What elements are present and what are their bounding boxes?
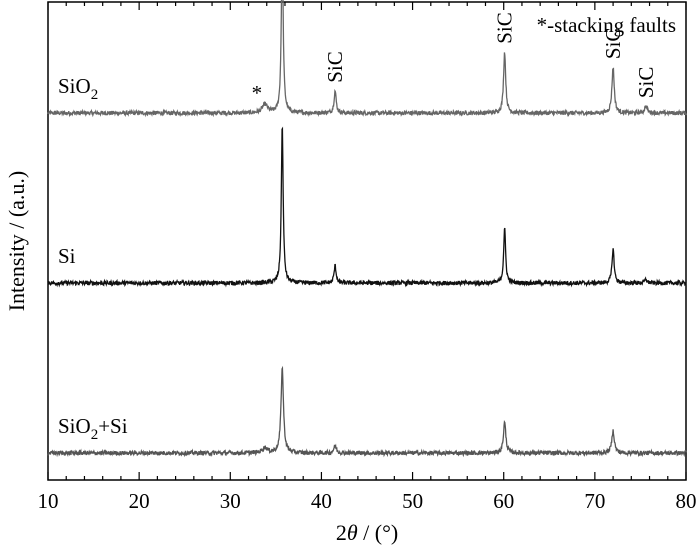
legend-note: *-stacking faults	[537, 13, 676, 37]
peak-label-sic: SiC	[601, 28, 625, 60]
stacking-fault-marker: *	[252, 81, 263, 105]
series-line-si	[47, 126, 687, 288]
peak-label-sic: SiC	[323, 51, 347, 83]
x-tick-label: 70	[584, 489, 605, 513]
x-tick-label: 20	[129, 489, 150, 513]
peak-label-sic: SiC	[493, 12, 517, 44]
series-label-sio2: SiO2	[58, 74, 98, 103]
series-line-sio2-si	[47, 365, 687, 458]
y-axis-label: Intensity / (a.u.)	[4, 171, 29, 312]
x-tick-label: 10	[38, 489, 59, 513]
x-tick-label: 40	[311, 489, 332, 513]
peak-label-sic: SiC	[634, 67, 658, 99]
peak-annotations: SiCSiCSiCSiCSiC*	[252, 12, 658, 105]
series-line-sio2	[47, 0, 687, 118]
x-tick-label: 60	[493, 489, 514, 513]
series-label-sio2-si: SiO2+Si	[58, 414, 128, 443]
x-tick-label: 30	[220, 489, 241, 513]
x-axis-label: 2θ / (°)	[336, 520, 398, 545]
series-layer: SiO2 Si SiO2+Si	[47, 0, 687, 458]
series-label-si: Si	[58, 244, 76, 268]
plot-frame	[47, 1, 687, 481]
x-axis: 10 20 30 40 50 60 70 80	[38, 2, 697, 513]
x-tick-label: 50	[402, 489, 423, 513]
x-tick-label: 80	[676, 489, 697, 513]
